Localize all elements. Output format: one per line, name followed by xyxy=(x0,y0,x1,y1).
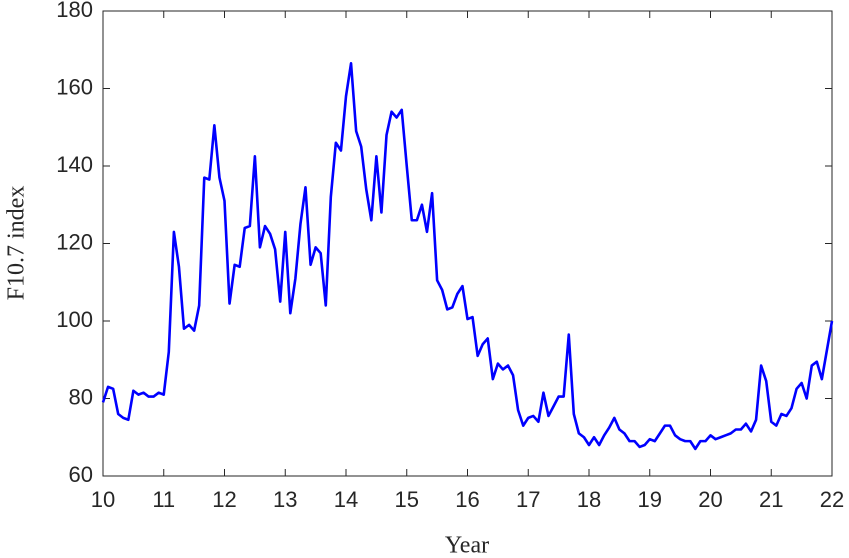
x-tick-label: 13 xyxy=(273,487,297,512)
x-tick-label: 14 xyxy=(334,487,358,512)
plot-frame xyxy=(102,10,833,477)
x-tick-label: 17 xyxy=(516,487,540,512)
x-tick-label: 11 xyxy=(152,487,175,512)
x-tick-label: 18 xyxy=(577,487,601,512)
x-axis-label: Year xyxy=(445,533,489,558)
y-axis-label: F10.7 index xyxy=(4,186,30,301)
y-tick-label: 160 xyxy=(56,74,93,99)
y-tick-label: 100 xyxy=(56,307,93,332)
y-tick-label: 80 xyxy=(69,384,93,409)
y-tick-label: 120 xyxy=(56,229,93,254)
x-tick-label: 22 xyxy=(820,487,844,512)
y-tick-label: 60 xyxy=(69,462,93,487)
x-tick-label: 10 xyxy=(91,487,115,512)
x-tick-label: 15 xyxy=(395,487,419,512)
y-tick-label: 180 xyxy=(56,0,93,22)
x-tick-label: 20 xyxy=(698,487,722,512)
x-tick-label: 21 xyxy=(759,487,783,512)
x-tick-label: 16 xyxy=(455,487,479,512)
x-tick-label: 19 xyxy=(638,487,662,512)
x-tick-label: 12 xyxy=(212,487,236,512)
y-tick-label: 140 xyxy=(56,152,93,177)
data-line xyxy=(101,62,834,451)
